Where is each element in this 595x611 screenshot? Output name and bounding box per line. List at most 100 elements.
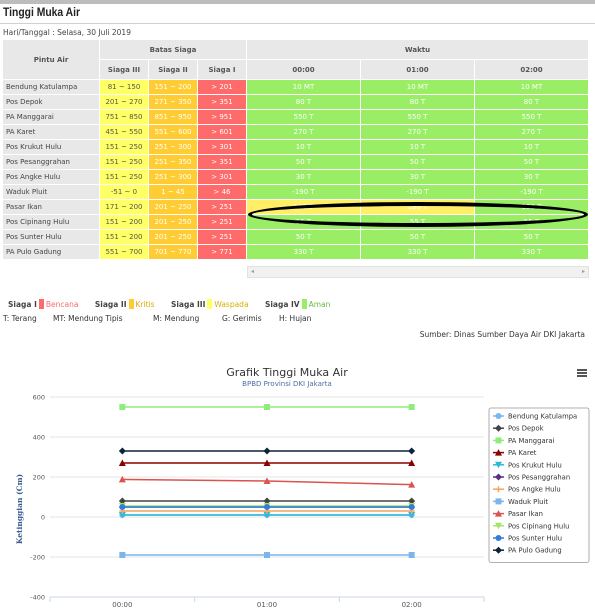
- legend-desc: Bencana: [45, 299, 79, 309]
- water-level-cell: 10 MT: [474, 79, 589, 95]
- siaga-i-range: > 301: [197, 139, 247, 155]
- water-level-cell: 10 T: [474, 139, 589, 155]
- data-point: [119, 504, 126, 510]
- legend-item: Pos Angke Hulu: [508, 486, 561, 494]
- siaga-i-range: > 251: [197, 214, 247, 230]
- water-level-cell: 30 T: [360, 169, 475, 185]
- y-axis-label: Ketinggian (Cm): [15, 474, 24, 544]
- legend-marker: [495, 522, 502, 530]
- table-row: Bendung Katulampa 81 ~ 150 151 ~ 200 > 201 1…: [2, 79, 589, 95]
- data-point: [118, 475, 126, 483]
- x-tick-label: 01:00: [257, 601, 277, 609]
- siaga-i-range: > 251: [197, 199, 247, 215]
- water-level-cell: 10 MT: [360, 79, 475, 95]
- data-point: [408, 497, 416, 505]
- station-name: Pos Angke Hulu: [2, 169, 100, 185]
- data-point: [408, 552, 415, 558]
- water-level-cell: -190 T: [246, 184, 361, 200]
- water-level-cell: 330 T: [474, 244, 589, 260]
- horizontal-scrollbar[interactable]: ◂ ▸: [247, 266, 589, 278]
- siaga-iii-range: 751 ~ 850: [99, 109, 149, 125]
- legend-marker: [495, 424, 502, 432]
- siaga-i-range: > 601: [197, 124, 247, 140]
- water-level-cell: 270 T: [360, 124, 475, 140]
- legend-item: Pos Depok: [508, 425, 544, 433]
- legend-label: Siaga III: [170, 299, 206, 309]
- siaga-iii-range: 171 ~ 200: [99, 199, 149, 215]
- legend-desc: Waspada: [214, 299, 249, 309]
- water-level-cell: 50 T: [360, 229, 475, 245]
- chart-subtitle: BPBD Provinsi DKI Jakarta: [242, 380, 332, 388]
- header-time: 02:00: [474, 59, 589, 80]
- header-waktu: Waktu: [246, 39, 589, 60]
- water-level-cell: 10 T: [360, 139, 475, 155]
- legend-item: Pos Krukut Hulu: [508, 461, 562, 469]
- legend-swatch: [301, 299, 307, 309]
- data-point: [264, 504, 270, 510]
- siaga-i-range: > 351: [197, 94, 247, 110]
- header-batas-siaga: Batas Siaga: [99, 39, 247, 60]
- table-row: PA Karet 451 ~ 550 551 ~ 600 > 601 270 T 270 …: [2, 124, 589, 140]
- legend-desc: Kritis: [135, 299, 155, 309]
- water-level-cell: 30 T: [246, 169, 361, 185]
- page-title: Tinggi Muka Air: [3, 7, 81, 19]
- legend-item: Bendung Katulampa: [508, 413, 577, 421]
- data-point: [408, 504, 415, 510]
- table-row: Pos Pesanggrahan 151 ~ 250 251 ~ 350 > 351 5…: [2, 154, 589, 170]
- legend-label: Siaga IV: [264, 299, 300, 309]
- siaga-iii-range: 151 ~ 200: [99, 214, 149, 230]
- siaga-i-range: > 251: [197, 229, 247, 245]
- abbrev-mendung-tipis: MT: Mendung Tipis: [53, 314, 123, 323]
- table-row: Pos Krukut Hulu 151 ~ 250 251 ~ 300 > 301 10…: [2, 139, 589, 155]
- siaga-i-range: > 46: [197, 184, 247, 200]
- station-name: Pos Sunter Hulu: [2, 229, 100, 245]
- data-point: [263, 512, 271, 519]
- legend-desc: Aman: [308, 299, 331, 309]
- station-name: Pos Depok: [2, 94, 100, 110]
- header-siaga-i: Siaga I: [197, 59, 247, 80]
- legend-item: PA Karet: [508, 449, 537, 457]
- y-tick-label: 0: [41, 514, 45, 522]
- siaga-ii-range: 201 ~ 250: [148, 229, 198, 245]
- water-level-cell: 550 T: [246, 109, 361, 125]
- chart-menu-icon[interactable]: [577, 369, 587, 377]
- station-name: PA Karet: [2, 124, 100, 140]
- data-point: [408, 404, 415, 410]
- siaga-i-range: > 771: [197, 244, 247, 260]
- scroll-right-icon[interactable]: ▸: [581, 268, 585, 275]
- highlight-ellipse: [248, 202, 588, 227]
- legend-marker: [495, 437, 502, 444]
- water-level-cell: 10 T: [246, 139, 361, 155]
- data-point: [408, 481, 416, 488]
- legend-marker: [495, 473, 502, 481]
- water-level-cell: 50 T: [360, 154, 475, 170]
- title-divider: [0, 23, 595, 24]
- station-name: Pasar Ikan: [2, 199, 100, 215]
- siaga-i-range: > 951: [197, 109, 247, 125]
- station-name: Pos Krukut Hulu: [2, 139, 100, 155]
- abbrev-hujan: H: Hujan: [279, 314, 312, 323]
- legend-label: Siaga II: [94, 299, 127, 309]
- legend-swatch: [207, 299, 213, 309]
- station-name: Pos Pesanggrahan: [2, 154, 100, 170]
- siaga-ii-range: 201 ~ 250: [148, 214, 198, 230]
- legend-marker: [495, 498, 502, 505]
- siaga-ii-range: 251 ~ 300: [148, 169, 198, 185]
- table-row: PA Pulo Gadung 551 ~ 700 701 ~ 770 > 771 330…: [2, 244, 589, 260]
- x-tick-label: 00:00: [112, 601, 132, 609]
- table-row: PA Manggarai 751 ~ 850 851 ~ 950 > 951 550 T…: [2, 109, 589, 125]
- station-name: Waduk Pluit: [2, 184, 100, 200]
- water-level-cell: 270 T: [246, 124, 361, 140]
- y-tick-label: -400: [30, 594, 45, 602]
- scroll-left-icon[interactable]: ◂: [251, 268, 255, 275]
- siaga-i-range: > 201: [197, 79, 247, 95]
- legend-marker: [495, 510, 502, 517]
- data-point: [118, 459, 126, 466]
- data-point: [408, 459, 416, 466]
- data-point: [263, 447, 271, 455]
- siaga-ii-range: 151 ~ 200: [148, 79, 198, 95]
- source-credit: Sumber: Dinas Sumber Daya Air DKI Jakart…: [419, 330, 585, 339]
- water-level-cell: -190 T: [360, 184, 475, 200]
- data-point: [263, 477, 271, 484]
